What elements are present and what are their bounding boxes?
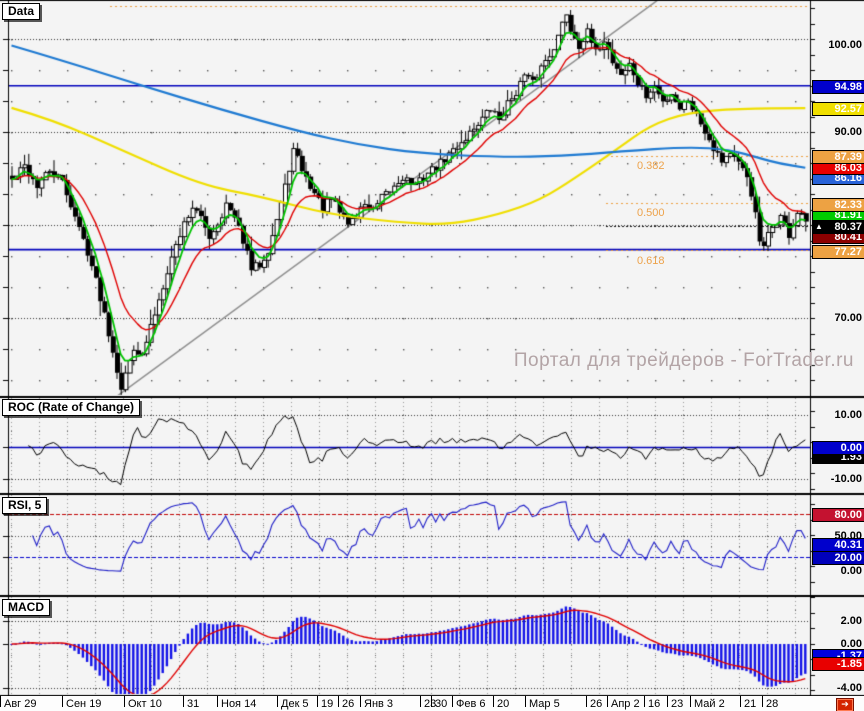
time-axis-tick	[452, 696, 453, 707]
time-axis-label: 16	[648, 698, 661, 710]
time-axis-label: Апр 2	[611, 698, 640, 710]
price-scale-label: -4.00	[836, 682, 862, 694]
time-axis-label: 30	[435, 698, 448, 710]
time-axis-label: Фев 6	[456, 698, 486, 710]
price-scale-label: -1.85	[812, 657, 864, 671]
time-axis-label: 26	[342, 698, 355, 710]
price-scale-label: 10.00	[834, 409, 862, 421]
time-axis-label: 20	[497, 698, 510, 710]
time-axis-tick	[525, 696, 526, 707]
time-axis-tick	[420, 696, 421, 707]
price-scale-label: 0.00	[812, 441, 864, 455]
watermark-text: Портал для трейдеров - ForTrader.ru	[513, 350, 854, 371]
time-axis-tick	[317, 696, 318, 707]
time-axis-tick	[277, 696, 278, 707]
scroll-to-end-button[interactable]: ➔	[836, 698, 854, 711]
time-axis-label: Окт 10	[128, 698, 162, 710]
time-axis-label: 28	[766, 698, 779, 710]
time-axis-tick	[740, 696, 741, 707]
time-axis-label: 23	[671, 698, 684, 710]
time-axis-label: 26	[590, 698, 603, 710]
time-axis-label: Сен 19	[66, 698, 102, 710]
price-scale-label: 90.00	[834, 126, 862, 138]
time-axis-tick	[338, 696, 339, 707]
price-scale-label: 0.00	[840, 638, 862, 650]
price-scale-label: 40.31	[812, 538, 864, 552]
panel-header-rsi: RSI, 5	[2, 497, 48, 514]
time-axis-label: 23	[424, 698, 436, 710]
fib-level-618-label: 0.618	[637, 255, 665, 267]
time-axis-tick	[62, 696, 63, 707]
price-scale-label: -10.00	[830, 473, 862, 485]
panel-header-roc: ROC (Rate of Change)	[2, 399, 140, 416]
price-scale-label: 70.00	[834, 312, 862, 324]
price-scale-label: 100.00	[828, 39, 862, 51]
time-axis-label: Мар 5	[529, 698, 560, 710]
price-scale-label: 2.00	[840, 615, 862, 627]
time-axis-label: Май 2	[694, 698, 725, 710]
price-scale-label: 92.57	[812, 102, 864, 116]
time-axis-label: Дек 5	[281, 698, 309, 710]
time-axis-label: Авг 29	[4, 698, 37, 710]
price-scale-label: 20.00	[812, 551, 864, 565]
price-scale-label: 87.39	[812, 150, 864, 164]
fib-level-382-label: 0.382	[637, 160, 665, 172]
time-axis-tick	[493, 696, 494, 707]
arrow-right-icon: ➔	[841, 699, 849, 709]
time-axis-tick	[690, 696, 691, 707]
price-scale-label: 94.98	[812, 80, 864, 94]
time-axis-label: 19	[321, 698, 334, 710]
price-scale-label: 0.00	[840, 565, 862, 577]
price-scale-label: 80.00	[812, 508, 864, 522]
time-axis-label: 31	[187, 698, 200, 710]
time-axis-tick	[124, 696, 125, 707]
panel-header-macd: MACD	[2, 599, 50, 616]
panel-header-data: Data	[2, 3, 41, 20]
time-axis-tick	[586, 696, 587, 707]
time-axis-tick	[431, 696, 432, 707]
time-axis	[0, 696, 864, 711]
fib-level-500-label: 0.500	[637, 207, 665, 219]
time-axis-label: Ноя 14	[221, 698, 257, 710]
time-axis-tick	[217, 696, 218, 707]
time-axis-tick	[644, 696, 645, 707]
time-axis-tick	[360, 696, 361, 707]
time-axis-tick	[762, 696, 763, 707]
time-axis-label: 21	[744, 698, 757, 710]
time-axis-tick	[607, 696, 608, 707]
up-arrow-icon: ▲	[815, 222, 823, 231]
time-axis-tick	[0, 696, 1, 707]
time-axis-label: Янв 3	[364, 698, 394, 710]
price-scale-label: 77.27	[812, 245, 864, 259]
price-scale-label: 82.33	[812, 198, 864, 212]
time-axis-tick	[667, 696, 668, 707]
time-axis-tick	[183, 696, 184, 707]
price-scale-label: ▲ 80.37	[812, 220, 864, 234]
